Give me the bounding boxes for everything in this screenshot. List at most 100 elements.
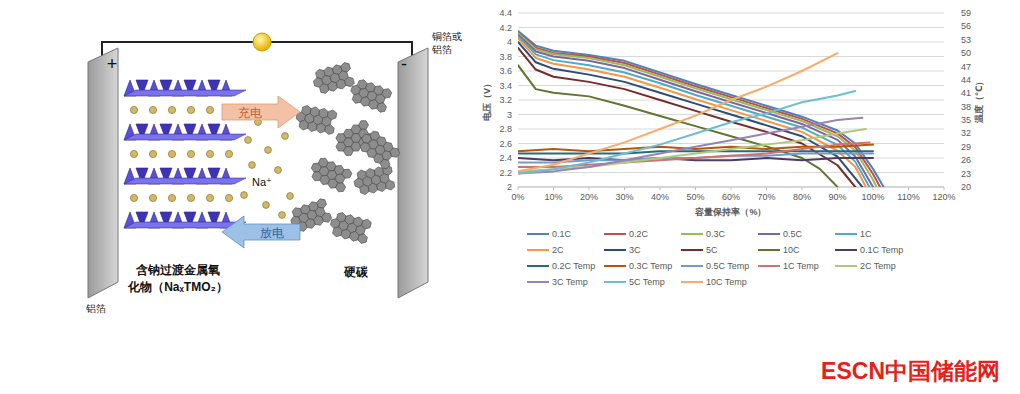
cathode-material-label: 化物（NaₓTMO₂） — [127, 280, 228, 294]
x-tick-label: 70% — [757, 192, 775, 202]
sodium-ion — [241, 192, 248, 199]
legend-swatch — [681, 265, 703, 267]
legend-label: 0.2C Temp — [552, 261, 595, 271]
anode-plate — [398, 48, 428, 298]
battery-diagram: +-Na⁺充电放电铜箔或铝箔铝箔含钠过渡金属氧化物（NaₓTMO₂）硬碳 — [85, 31, 462, 314]
x-tick-label: 20% — [580, 192, 598, 202]
sodium-ion — [263, 202, 270, 209]
sodium-in-cathode — [130, 150, 137, 157]
y2-tick-label: 26 — [961, 155, 971, 165]
carbon-cluster — [294, 104, 337, 135]
sodium-ion — [265, 147, 272, 154]
carbon-hexagon — [368, 182, 378, 193]
y2-tick-label: 20 — [961, 182, 971, 192]
grid-line — [518, 143, 944, 144]
anode-material-label: 硬碳 — [343, 265, 369, 279]
octahedron-edge — [124, 134, 246, 140]
octahedron-edge — [124, 178, 246, 184]
legend-label: 0.3C — [706, 229, 726, 239]
grid-line — [518, 71, 944, 72]
sodium-in-cathode — [187, 150, 194, 157]
x-tick — [873, 187, 874, 190]
x-tick — [660, 187, 661, 190]
carbon-hexagon — [385, 179, 395, 190]
legend-label: 1C Temp — [783, 261, 819, 271]
x-tick-label: 0% — [511, 192, 524, 202]
carbon-cluster — [328, 210, 372, 244]
y-axis-title: 电压（V） — [482, 79, 492, 121]
x-tick-label: 90% — [828, 192, 846, 202]
legend-label: 0.5C Temp — [706, 261, 749, 271]
series-line — [518, 36, 869, 187]
x-tick — [624, 187, 625, 190]
series-line — [518, 145, 873, 152]
y-tick-label: 2.4 — [499, 153, 512, 163]
legend-swatch — [527, 265, 549, 267]
legend-label: 5C — [706, 245, 718, 255]
sodium-in-cathode — [168, 194, 175, 201]
legend-label: 0.2C — [629, 229, 649, 239]
y2-tick-label: 41 — [961, 88, 971, 98]
sodium-in-cathode — [130, 106, 137, 113]
legend-swatch — [835, 249, 857, 251]
sodium-in-cathode — [206, 106, 213, 113]
y2-tick-label: 29 — [961, 142, 971, 152]
legend-swatch — [758, 233, 780, 235]
y-tick-label: 2.2 — [499, 168, 512, 178]
legend-swatch — [758, 265, 780, 267]
x-tick — [553, 187, 554, 190]
cathode-material-label: 含钠过渡金属氧 — [135, 263, 220, 277]
x-tick-label: 10% — [544, 192, 562, 202]
y2-tick-label: 53 — [961, 35, 971, 45]
negative-sign: - — [401, 54, 407, 74]
y-tick-label: 2 — [507, 182, 512, 192]
carbon-hexagon — [359, 184, 369, 195]
sodium-ion — [249, 162, 256, 169]
legend-label: 1C — [860, 229, 872, 239]
legend-label: 0.1C Temp — [860, 245, 903, 255]
legend-label: 0.5C — [783, 229, 803, 239]
grid-line — [518, 13, 944, 14]
x-tick-label: 80% — [793, 192, 811, 202]
x-tick-label: 60% — [722, 192, 740, 202]
sodium-in-cathode — [206, 150, 213, 157]
y2-tick-label: 23 — [961, 169, 971, 179]
legend: 0.1C0.2C0.3C0.5C1C2C3C5C10C0.1C Temp0.2C… — [527, 229, 903, 287]
x-tick — [518, 187, 519, 190]
x-tick-label: 110% — [897, 192, 919, 202]
carbon-cluster — [307, 155, 353, 194]
y2-tick-label: 59 — [961, 8, 971, 18]
carbon-hexagon — [357, 233, 368, 245]
legend-label: 0.3C Temp — [629, 261, 672, 271]
carbon-hexagon — [324, 124, 334, 135]
x-tick — [837, 187, 838, 190]
legend-label: 10C Temp — [706, 277, 747, 287]
series-line — [518, 42, 862, 187]
x-tick-label: 120% — [932, 192, 955, 202]
x-tick — [731, 187, 732, 190]
legend-swatch — [604, 281, 626, 283]
y-tick-label: 2.6 — [499, 139, 512, 149]
legend-label: 2C — [552, 245, 564, 255]
sodium-ion — [287, 193, 294, 200]
cathode-plate — [88, 48, 118, 298]
positive-sign: + — [107, 54, 118, 74]
grid-line — [518, 42, 944, 43]
carbon-hexagon — [376, 101, 388, 113]
sodium-ion — [282, 133, 289, 140]
legend-swatch — [527, 233, 549, 235]
series-line — [518, 91, 855, 174]
y2-tick-label: 47 — [961, 62, 971, 72]
y2-tick-label: 35 — [961, 115, 971, 125]
sodium-ion — [245, 137, 252, 144]
legend-swatch — [527, 249, 549, 251]
legend-swatch — [835, 265, 857, 267]
x-tick — [766, 187, 767, 190]
discharge-label: 放电 — [260, 226, 284, 240]
legend-label: 10C — [783, 245, 800, 255]
y2-tick-label: 32 — [961, 128, 971, 138]
carbon-hexagon — [379, 158, 392, 171]
carbon-hexagon — [321, 211, 333, 223]
y-tick-label: 4 — [507, 37, 512, 47]
series-line — [518, 33, 880, 187]
